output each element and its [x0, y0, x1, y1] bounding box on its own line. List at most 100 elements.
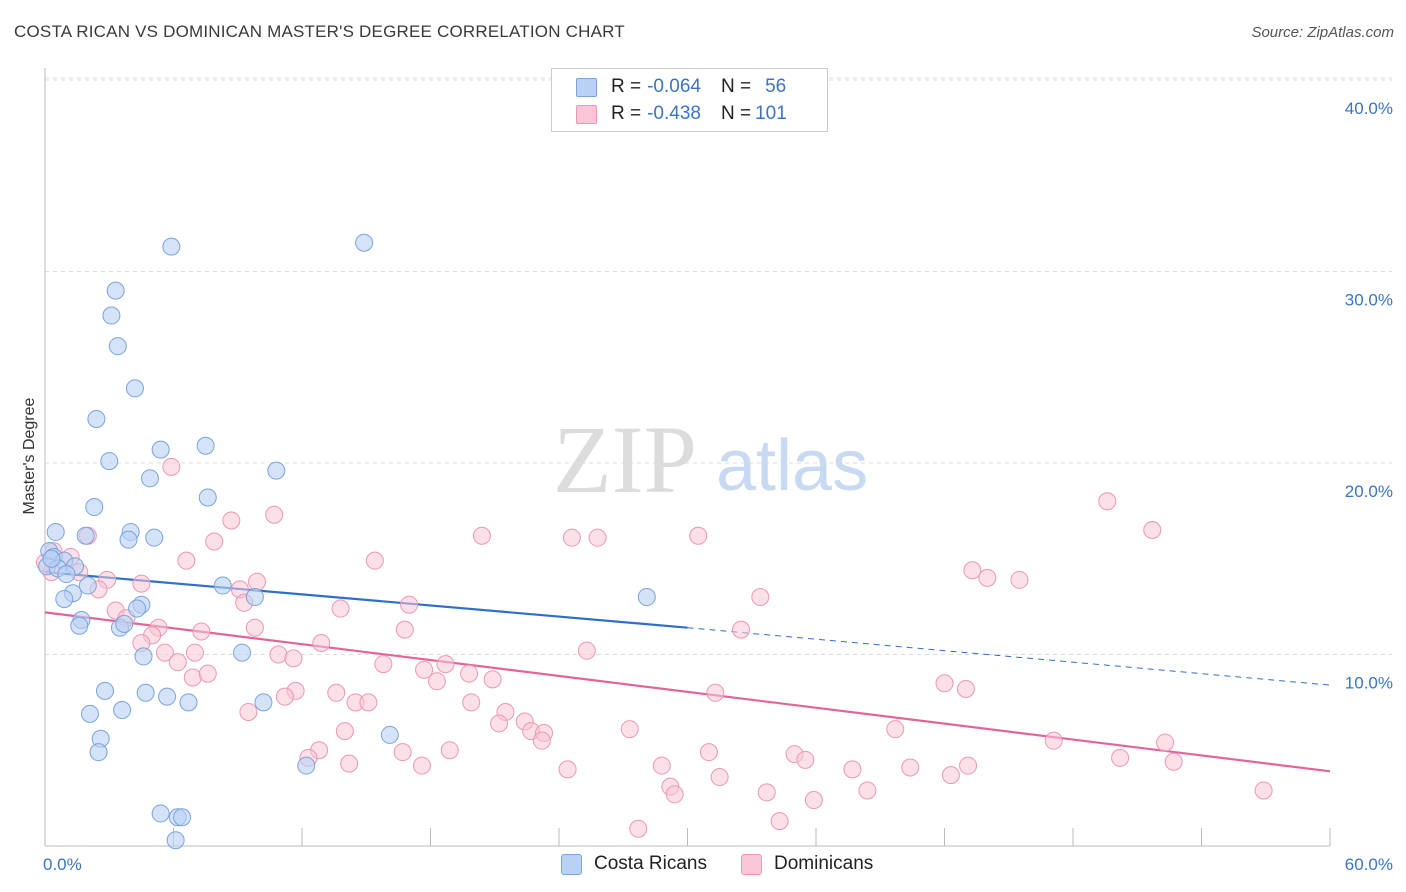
- data-point-dominicans: [183, 668, 202, 687]
- data-point-dominicans: [483, 670, 502, 689]
- data-point-dominicans: [1098, 492, 1117, 511]
- data-point-dominicans: [340, 754, 359, 773]
- data-point-dominicans: [177, 551, 196, 570]
- data-point-dominicans: [978, 568, 997, 587]
- axes: [44, 68, 1331, 847]
- data-point-dominicans: [205, 532, 224, 551]
- trend-lines: [44, 571, 1331, 773]
- data-point-costa-ricans: [196, 436, 215, 455]
- data-point-dominicans: [168, 653, 187, 672]
- data-point-dominicans: [359, 693, 378, 712]
- data-point-costa-ricans: [134, 647, 153, 666]
- data-point-dominicans: [796, 750, 815, 769]
- data-point-costa-ricans: [151, 804, 170, 823]
- data-point-costa-ricans: [162, 237, 181, 256]
- data-point-dominicans: [1111, 748, 1130, 767]
- data-point-costa-ricans: [42, 549, 61, 568]
- y-tick-label: 30.0%: [1345, 291, 1393, 310]
- data-point-costa-ricans: [76, 526, 95, 545]
- data-point-costa-ricans: [213, 576, 232, 595]
- watermark-zip: ZIP: [553, 406, 697, 513]
- data-point-dominicans: [1164, 752, 1183, 771]
- data-point-costa-ricans: [380, 725, 399, 744]
- data-point-dominicans: [941, 766, 960, 785]
- data-point-dominicans: [460, 664, 479, 683]
- data-point-dominicans: [652, 756, 671, 775]
- data-point-costa-ricans: [151, 440, 170, 459]
- data-point-dominicans: [185, 643, 204, 662]
- data-point-dominicans: [665, 785, 684, 804]
- data-point-costa-ricans: [297, 756, 316, 775]
- data-point-costa-ricans: [57, 565, 76, 584]
- bottom-legend-swatch-blue: [561, 853, 582, 875]
- data-point-costa-ricans: [198, 488, 217, 507]
- data-point-dominicans: [732, 620, 751, 639]
- data-point-costa-ricans: [100, 452, 119, 471]
- data-point-costa-ricans: [179, 693, 198, 712]
- legend-row-dominicans: R = -0.438 N = 101: [576, 102, 787, 126]
- data-point-costa-ricans: [78, 576, 97, 595]
- bottom-legend-label-dominicans: Dominicans: [774, 853, 874, 874]
- data-point-costa-ricans: [108, 337, 127, 356]
- data-point-dominicans: [935, 674, 954, 693]
- legend-n-value: 56: [765, 76, 787, 97]
- y-axis-label: Master's Degree: [21, 397, 38, 514]
- data-point-dominicans: [335, 722, 354, 741]
- legend-swatch-blue: [576, 77, 597, 97]
- data-point-dominicans: [577, 641, 596, 660]
- data-point-costa-ricans: [115, 614, 134, 633]
- data-point-costa-ricans: [245, 588, 264, 607]
- legend-r-label: R =: [611, 76, 642, 97]
- data-point-dominicans: [440, 741, 459, 760]
- bottom-legend-dominicans: Dominicans: [741, 852, 873, 876]
- series-costa-ricans-points: [38, 233, 656, 850]
- data-point-costa-ricans: [55, 589, 74, 608]
- data-point-dominicans: [427, 672, 446, 691]
- data-point-dominicans: [312, 634, 331, 653]
- data-point-dominicans: [412, 756, 431, 775]
- data-point-dominicans: [393, 743, 412, 762]
- watermark-atlas: atlas: [716, 426, 868, 506]
- data-point-costa-ricans: [85, 498, 104, 517]
- bottom-legend-swatch-pink: [741, 853, 762, 875]
- legend-swatch-pink: [576, 104, 597, 124]
- data-point-dominicans: [365, 551, 384, 570]
- data-point-dominicans: [265, 505, 284, 524]
- y-tick-label: 10.0%: [1345, 674, 1393, 693]
- data-point-dominicans: [558, 760, 577, 779]
- source-label: Source: ZipAtlas.com: [1251, 24, 1394, 41]
- y-tick-label: 40.0%: [1345, 99, 1393, 118]
- data-point-costa-ricans: [166, 831, 185, 850]
- data-point-dominicans: [374, 655, 393, 674]
- data-point-costa-ricans: [106, 281, 125, 300]
- legend-row-costa-ricans: R = -0.064 N = 56: [576, 75, 786, 99]
- data-point-dominicans: [959, 756, 978, 775]
- data-point-costa-ricans: [173, 808, 192, 827]
- data-point-costa-ricans: [119, 530, 138, 549]
- data-point-dominicans: [400, 595, 419, 614]
- data-point-dominicans: [956, 679, 975, 698]
- data-point-costa-ricans: [254, 693, 273, 712]
- data-point-dominicans: [588, 528, 607, 547]
- data-point-dominicans: [132, 574, 151, 593]
- x-tick-label: 60.0%: [1345, 855, 1393, 874]
- grid-lines: [45, 77, 1392, 655]
- data-point-dominicans: [689, 526, 708, 545]
- watermark: ZIP atlas: [553, 406, 868, 513]
- data-point-dominicans: [706, 683, 725, 702]
- data-point-dominicans: [192, 622, 211, 641]
- data-point-dominicans: [395, 620, 414, 639]
- data-point-dominicans: [245, 618, 264, 637]
- correlation-legend: R = -0.064 N = 56 R = -0.438 N = 101: [551, 68, 828, 132]
- data-point-costa-ricans: [267, 461, 286, 480]
- data-point-dominicans: [858, 781, 877, 800]
- data-point-dominicans: [1254, 781, 1273, 800]
- data-point-dominicans: [436, 655, 455, 674]
- trend-line-costa-ricans: [44, 571, 688, 629]
- data-point-dominicans: [843, 760, 862, 779]
- data-point-dominicans: [699, 743, 718, 762]
- data-point-dominicans: [620, 720, 639, 739]
- trend-line-dominicans: [44, 611, 1331, 773]
- data-point-dominicans: [710, 768, 729, 787]
